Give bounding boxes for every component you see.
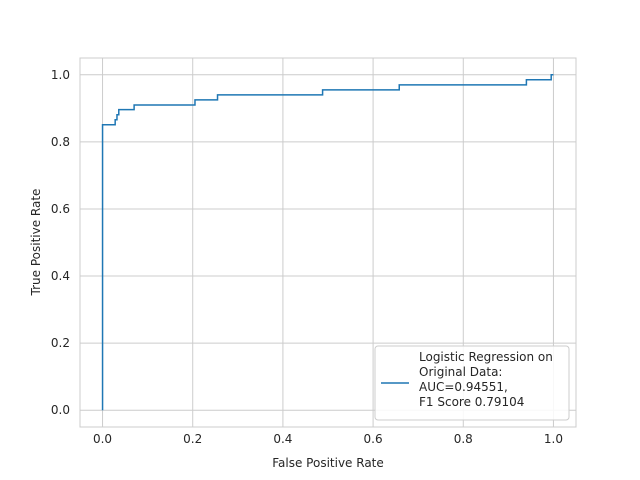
x-tick-label: 0.6 bbox=[364, 432, 383, 446]
x-tick-label: 1.0 bbox=[544, 432, 563, 446]
plot-frame bbox=[79, 57, 577, 428]
legend-line-1: Logistic Regression on bbox=[419, 350, 553, 364]
x-axis-label: False Positive Rate bbox=[272, 456, 384, 470]
y-tick-label: 0.0 bbox=[51, 403, 70, 417]
legend: Logistic Regression on Original Data: AU… bbox=[374, 345, 570, 421]
y-tick-label: 0.6 bbox=[51, 202, 70, 216]
y-tick-label: 0.8 bbox=[51, 135, 70, 149]
x-tick-label: 0.0 bbox=[93, 432, 112, 446]
y-axis-label: True Positive Rate bbox=[29, 189, 43, 297]
y-tick-label: 0.4 bbox=[51, 269, 70, 283]
legend-line-3: AUC=0.94551, bbox=[419, 380, 508, 394]
x-tick-label: 0.8 bbox=[454, 432, 473, 446]
legend-line-4: F1 Score 0.79104 bbox=[419, 395, 524, 409]
x-tick-label: 0.4 bbox=[273, 432, 292, 446]
x-tick-labels: 0.0 0.2 0.4 0.6 0.8 1.0 bbox=[93, 432, 563, 446]
legend-box bbox=[374, 345, 570, 421]
x-tick-label: 0.2 bbox=[183, 432, 202, 446]
y-tick-label: 1.0 bbox=[51, 68, 70, 82]
grid bbox=[80, 58, 576, 427]
legend-line-2: Original Data: bbox=[419, 365, 502, 379]
y-tick-label: 0.2 bbox=[51, 336, 70, 350]
roc-curve bbox=[101, 74, 554, 411]
y-tick-labels: 0.0 0.2 0.4 0.6 0.8 1.0 bbox=[51, 68, 70, 417]
series-layer bbox=[101, 74, 554, 411]
